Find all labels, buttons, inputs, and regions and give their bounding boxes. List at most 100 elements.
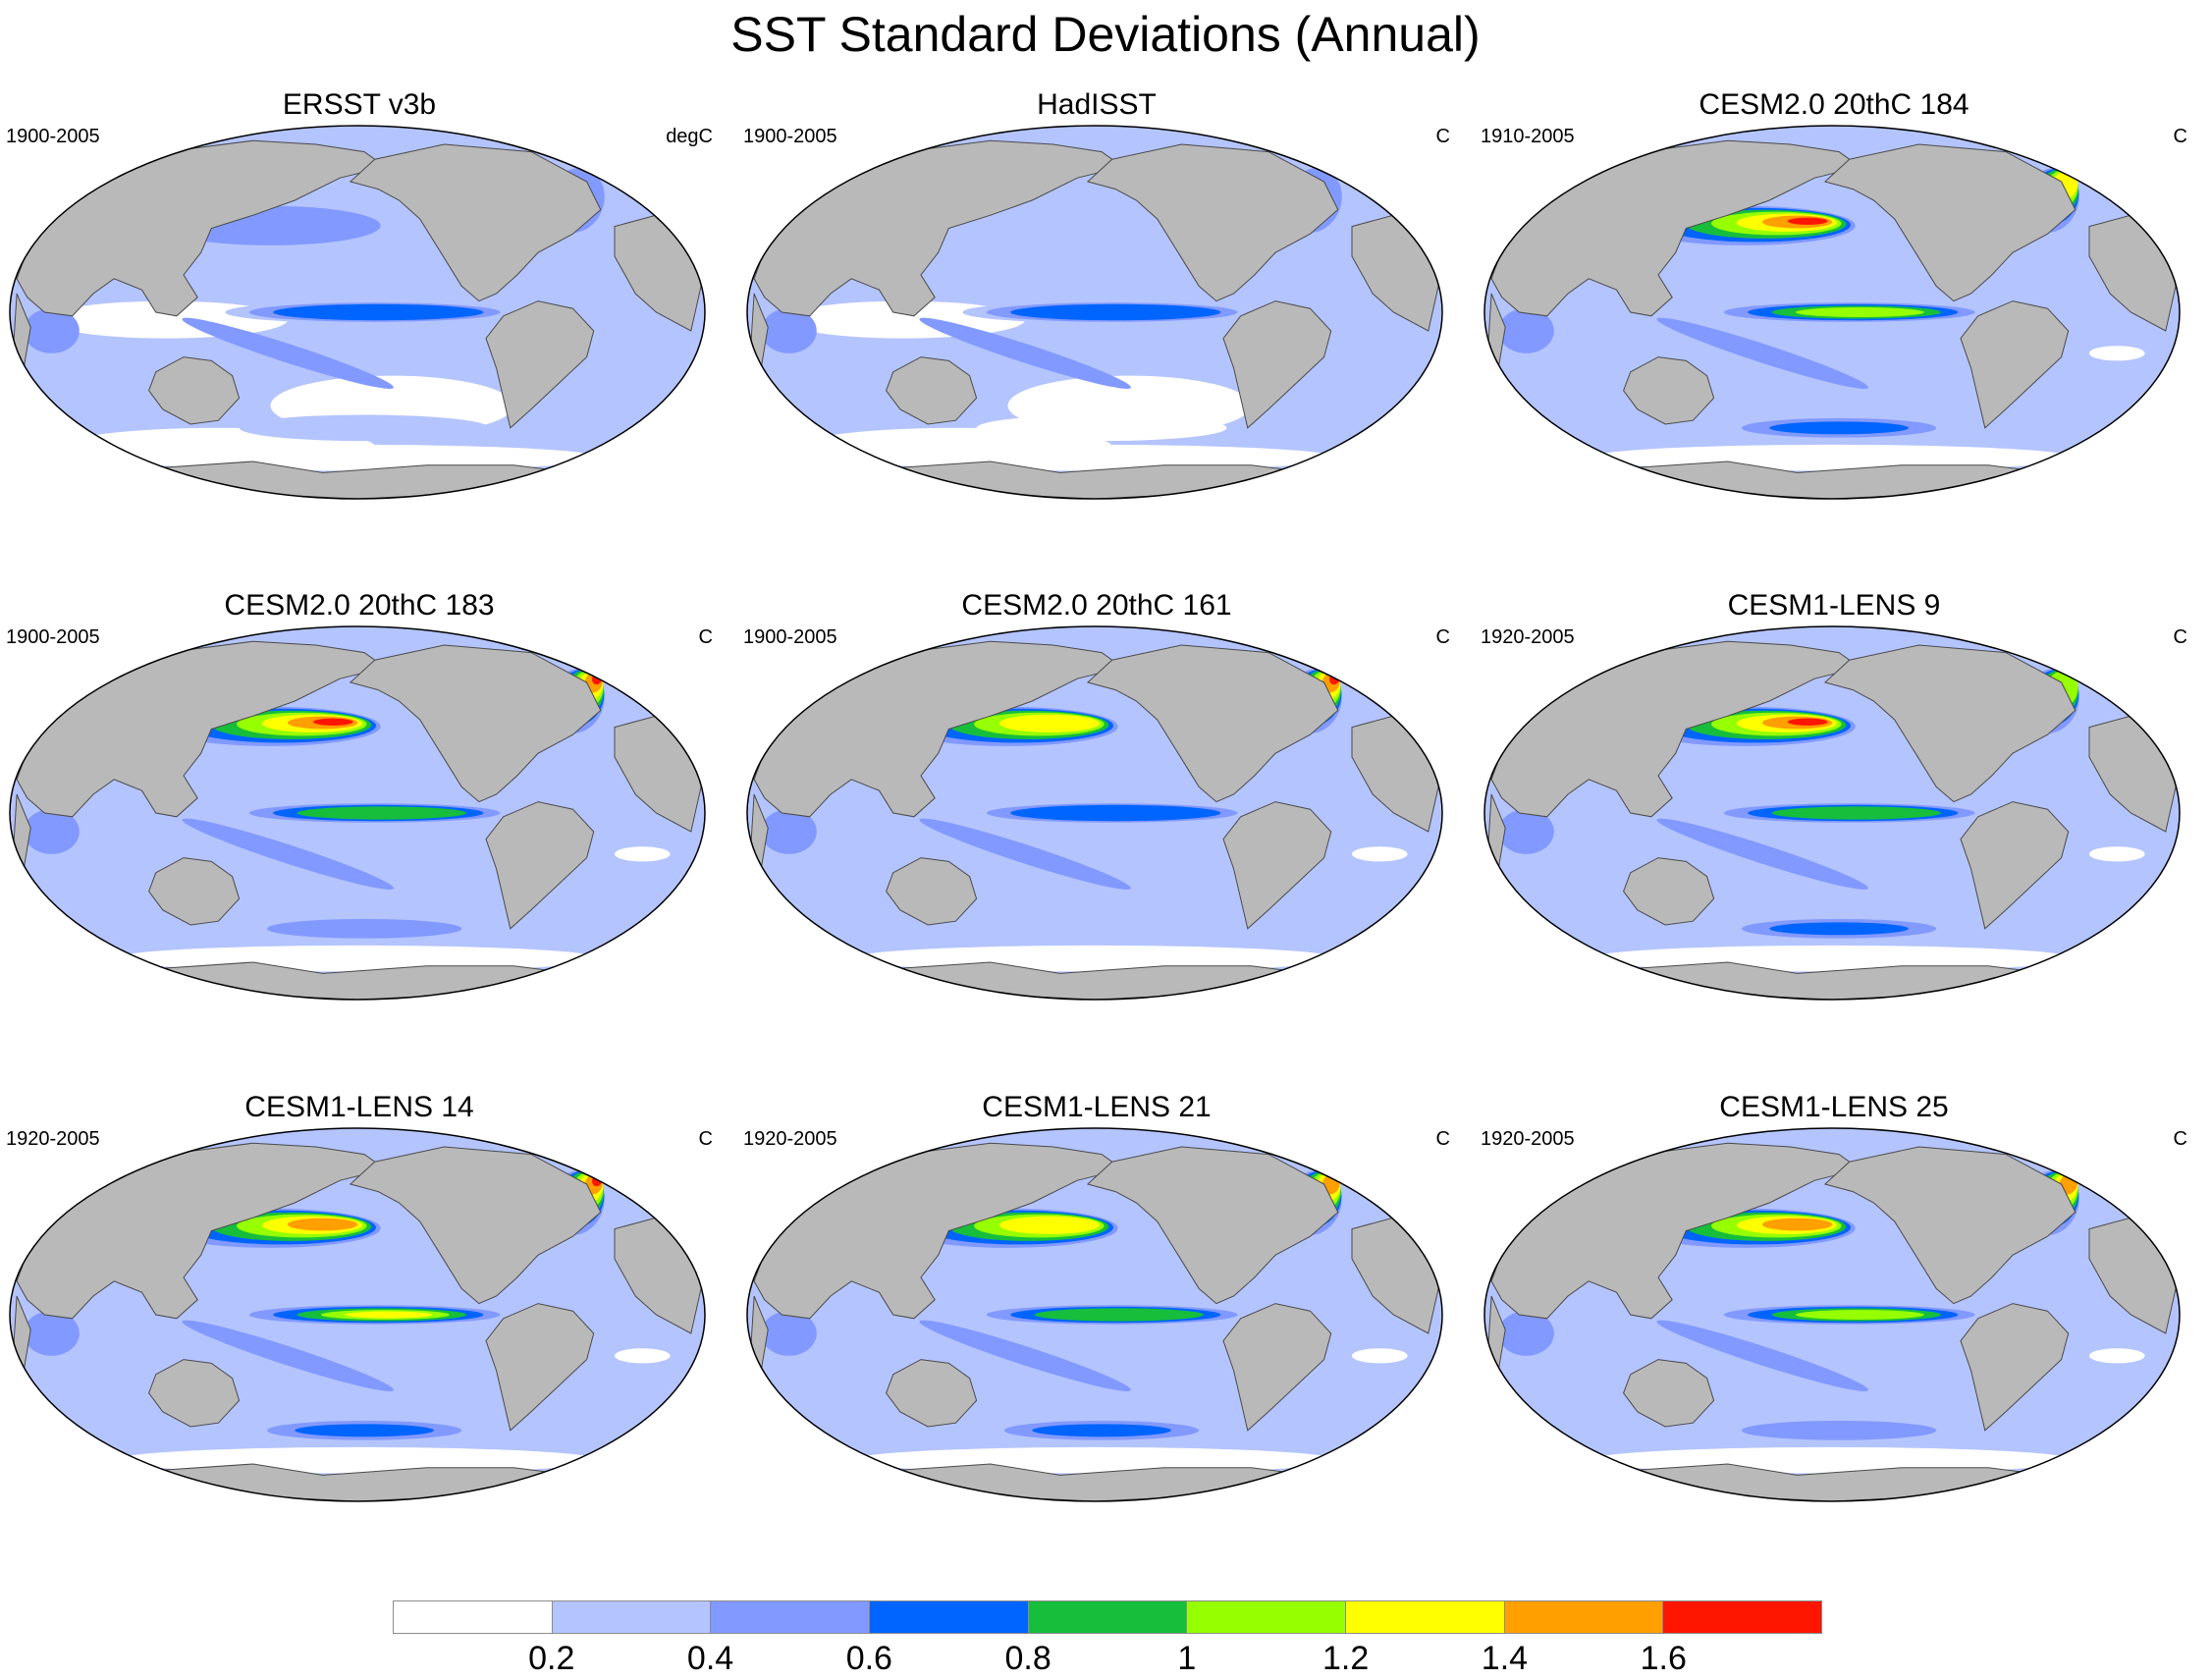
map-panel: CESM2.0 20thC 183 1900-2005 C <box>6 591 713 1003</box>
colorbar-swatch <box>1187 1600 1347 1634</box>
panel-units: C <box>2173 1128 2187 1150</box>
colorbar-label: 0.4 <box>686 1640 734 1677</box>
panel-units: C <box>2173 626 2187 648</box>
australia-land <box>148 356 241 425</box>
australia-land <box>1623 857 1715 926</box>
panel-title: CESM1-LENS 25 <box>1719 1091 1949 1123</box>
colorbar-swatch <box>1028 1600 1188 1634</box>
panel-years: 1910-2005 <box>1481 126 1575 147</box>
colorbar-swatch <box>552 1600 712 1634</box>
map-panel: CESM1-LENS 9 1920-2005 C <box>1481 591 2187 1003</box>
low-variance-region <box>1351 846 1408 862</box>
southern-ocean-contour <box>1769 421 1909 435</box>
eurasia-land <box>1490 1142 1861 1320</box>
colorbar-swatch <box>393 1600 553 1634</box>
eurasia-land <box>1490 139 1861 317</box>
tropical-pacific-contour <box>1795 306 1924 318</box>
sst-map <box>1483 125 2181 500</box>
southern-ocean-contour <box>976 915 1227 943</box>
map-border <box>9 625 706 1001</box>
australia-land <box>148 1359 241 1428</box>
sst-map <box>746 1127 1443 1502</box>
contour-patch <box>182 1320 394 1391</box>
colorbar-label: 0.2 <box>528 1640 575 1677</box>
south-america-land <box>1222 1303 1332 1432</box>
sst-map <box>9 125 706 500</box>
colorbar-swatch <box>1346 1600 1505 1634</box>
contour-patch <box>1498 809 1554 854</box>
panel-title: CESM1-LENS 14 <box>244 1091 474 1123</box>
tropical-pacific-contour <box>1010 303 1221 321</box>
colorbar-label: 1.6 <box>1640 1640 1687 1677</box>
australia-land <box>886 857 978 926</box>
south-america-land <box>1222 300 1332 429</box>
map-border <box>1483 125 2181 500</box>
contour-patch <box>919 818 1131 890</box>
sst-map <box>746 125 1443 500</box>
contour-patch <box>182 317 394 389</box>
tropical-pacific-contour <box>1795 1309 1924 1321</box>
contour-patch <box>182 818 394 890</box>
map-panel: CESM1-LENS 25 1920-2005 C <box>1481 1093 2187 1505</box>
tropical-pacific-contour <box>297 806 467 820</box>
panel-units: C <box>1435 1128 1450 1150</box>
tropical-pacific-contour <box>1034 1308 1205 1322</box>
north-america-land <box>349 644 602 803</box>
panel-units: C <box>1435 126 1450 147</box>
south-america-land <box>485 300 595 429</box>
colorbar-label: 0.8 <box>1004 1640 1052 1677</box>
colorbar-label: 1.2 <box>1322 1640 1370 1677</box>
eurasia-land <box>16 139 387 317</box>
low-variance-region <box>1351 1348 1408 1364</box>
southern-ocean-contour <box>295 1424 434 1437</box>
sst-map <box>1483 1127 2181 1502</box>
figure-title: SST Standard Deviations (Annual) <box>730 7 1481 62</box>
contour-patch <box>1656 317 1868 389</box>
colorbar-swatch <box>1663 1600 1823 1634</box>
contour-patch <box>1498 1311 1554 1356</box>
contour-patch <box>1498 308 1554 353</box>
panel-years: 1920-2005 <box>6 1128 100 1150</box>
australia-land <box>148 857 241 926</box>
north-america-land <box>1086 644 1339 803</box>
sst-map <box>9 625 706 1001</box>
north-america-land <box>1086 1146 1339 1305</box>
southern-ocean-contour <box>976 414 1227 442</box>
southern-ocean-contour <box>239 414 490 442</box>
panel-years: 1900-2005 <box>743 126 837 147</box>
southern-ocean-contour <box>266 918 462 939</box>
tropical-pacific-contour <box>1010 804 1221 822</box>
north-pacific-contour <box>999 1216 1100 1234</box>
map-border <box>746 1127 1443 1502</box>
colorbar-swatch <box>711 1600 871 1634</box>
map-panel: CESM1-LENS 21 1920-2005 C <box>743 1093 1450 1505</box>
contour-patch <box>761 1311 817 1356</box>
panel-title: ERSST v3b <box>282 88 437 121</box>
colorbar-label: 1 <box>1177 1640 1197 1677</box>
eurasia-land <box>1490 640 1861 818</box>
north-america-land <box>1823 1146 2076 1305</box>
north-america-land <box>1086 143 1339 302</box>
north-pacific-contour <box>312 718 353 726</box>
panel-title: CESM2.0 20thC 184 <box>1699 88 1969 121</box>
colorbar-label: 1.4 <box>1481 1640 1529 1677</box>
southern-ocean-contour <box>1032 1424 1171 1437</box>
contour-patch <box>761 308 817 353</box>
panel-units: C <box>698 626 713 648</box>
panel-years: 1900-2005 <box>6 126 100 147</box>
panel-units: degC <box>666 126 713 147</box>
contour-patch <box>24 1311 80 1356</box>
north-pacific-contour <box>1761 1218 1833 1231</box>
colorbar-swatch <box>870 1600 1029 1634</box>
australia-land <box>886 356 978 425</box>
south-america-land <box>1222 801 1332 930</box>
eurasia-land <box>16 1142 387 1320</box>
panel-years: 1920-2005 <box>1481 626 1575 648</box>
north-pacific-contour <box>1787 718 1828 726</box>
south-america-land <box>485 801 595 930</box>
north-america-land <box>349 143 602 302</box>
low-variance-region <box>2088 846 2145 862</box>
north-america-land <box>1823 143 2076 302</box>
colorbar-swatch <box>1504 1600 1664 1634</box>
eurasia-land <box>753 640 1124 818</box>
